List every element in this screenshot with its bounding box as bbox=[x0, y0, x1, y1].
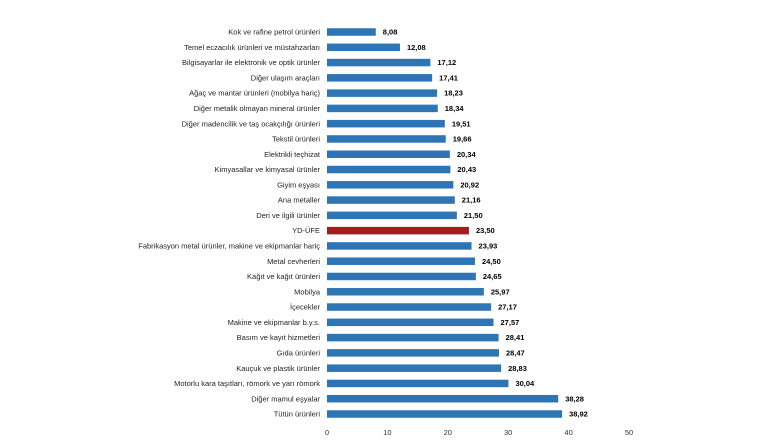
value-label: 20,92 bbox=[460, 180, 479, 189]
category-label: Gıda ürünleri bbox=[277, 348, 321, 357]
category-label: Diğer madencilik ve taş ocakçılığı ürünl… bbox=[182, 119, 321, 128]
value-label: 25,97 bbox=[491, 287, 510, 296]
bar bbox=[327, 333, 499, 342]
category-label: Bilgisayarlar ile elektronik ve optik ür… bbox=[182, 58, 320, 67]
value-label: 30,04 bbox=[515, 379, 535, 388]
bar bbox=[327, 272, 476, 281]
bar bbox=[327, 89, 438, 97]
value-label: 23,93 bbox=[479, 242, 498, 251]
x-tick-label: 40 bbox=[564, 428, 572, 437]
category-label: Kağıt ve kağıt ürünleri bbox=[247, 272, 320, 281]
value-label: 28,47 bbox=[506, 348, 525, 357]
value-label: 21,16 bbox=[462, 196, 481, 205]
value-label: 38,28 bbox=[565, 394, 584, 403]
category-label: Motorlu kara taşıtları, römork ve yarı r… bbox=[174, 379, 320, 388]
value-label: 19,51 bbox=[452, 119, 471, 128]
bar bbox=[327, 28, 376, 36]
category-label: Elektrikli teçhizat bbox=[264, 150, 321, 159]
bar bbox=[327, 349, 499, 357]
value-label: 38,92 bbox=[569, 410, 588, 419]
value-label: 20,34 bbox=[457, 150, 477, 159]
category-label: Diğer mamul eşyalar bbox=[251, 394, 320, 403]
value-label: 18,34 bbox=[445, 104, 465, 113]
bar bbox=[327, 165, 451, 174]
category-label: Fabrikasyon metal ürünler, makine ve eki… bbox=[138, 242, 320, 251]
value-label: 20,43 bbox=[457, 165, 476, 174]
value-label: 8,08 bbox=[383, 28, 398, 37]
value-label: 18,23 bbox=[444, 89, 463, 98]
bar bbox=[327, 58, 431, 67]
bar bbox=[327, 379, 509, 388]
category-label: Kok ve rafine petrol ürünleri bbox=[228, 28, 320, 37]
bar bbox=[327, 74, 433, 82]
category-label: Kimyasallar ve kimyasal ürünler bbox=[215, 165, 321, 174]
x-tick-label: 50 bbox=[625, 428, 633, 437]
bar bbox=[327, 181, 454, 189]
bar bbox=[327, 104, 438, 113]
category-label: Makine ve ekipmanlar b.y.s. bbox=[228, 318, 320, 327]
x-tick-label: 0 bbox=[325, 428, 329, 437]
category-label: Ana metaller bbox=[278, 196, 321, 205]
category-label: Kauçuk ve plastik ürünler bbox=[236, 364, 320, 373]
value-label: 27,17 bbox=[498, 303, 517, 312]
bar bbox=[327, 410, 563, 418]
value-label: 21,50 bbox=[464, 211, 483, 220]
bar bbox=[327, 119, 445, 128]
category-label: Diğer ulaşım araçları bbox=[251, 73, 320, 82]
x-tick-label: 10 bbox=[383, 428, 391, 437]
category-label: Tütün ürünleri bbox=[274, 410, 321, 419]
bar bbox=[327, 394, 559, 403]
value-label: 28,41 bbox=[506, 333, 525, 342]
category-label: YD-ÜFE bbox=[292, 226, 320, 235]
category-label: Basım ve kayıt hizmetleri bbox=[237, 333, 321, 342]
value-label: 17,12 bbox=[437, 58, 456, 67]
value-label: 27,57 bbox=[501, 318, 520, 327]
bar bbox=[327, 257, 475, 265]
value-label: 24,65 bbox=[483, 272, 502, 281]
bar bbox=[327, 303, 492, 311]
bar bbox=[327, 211, 457, 220]
bar bbox=[327, 288, 484, 296]
category-label: Giyim eşyası bbox=[277, 180, 320, 189]
bar bbox=[327, 364, 502, 372]
category-label: Mobilya bbox=[294, 287, 321, 296]
bar bbox=[327, 150, 450, 158]
category-label: Deri ve ilgili ürünler bbox=[256, 211, 320, 220]
category-label: Metal cevherleri bbox=[267, 257, 320, 266]
value-label: 23,50 bbox=[476, 226, 495, 235]
value-label: 28,83 bbox=[508, 364, 527, 373]
bar bbox=[327, 43, 400, 52]
value-label: 12,08 bbox=[407, 43, 426, 52]
bar bbox=[327, 318, 494, 327]
bar-highlight bbox=[327, 226, 469, 235]
category-label: İçecekler bbox=[290, 303, 321, 312]
x-tick-label: 30 bbox=[504, 428, 512, 437]
value-label: 17,41 bbox=[439, 73, 458, 82]
category-label: Temel eczacılık ürünleri ve müstahzarlar… bbox=[184, 43, 320, 52]
bar bbox=[327, 242, 472, 250]
category-label: Tekstil ürünleri bbox=[272, 135, 320, 144]
bar bbox=[327, 196, 455, 204]
x-tick-label: 20 bbox=[444, 428, 452, 437]
bar bbox=[327, 135, 446, 143]
value-label: 19,66 bbox=[453, 135, 472, 144]
category-label: Diğer metalik olmayan mineral ürünler bbox=[194, 104, 321, 113]
value-label: 24,50 bbox=[482, 257, 501, 266]
category-label: Ağaç ve mantar ürünleri (mobilya hariç) bbox=[189, 89, 320, 98]
